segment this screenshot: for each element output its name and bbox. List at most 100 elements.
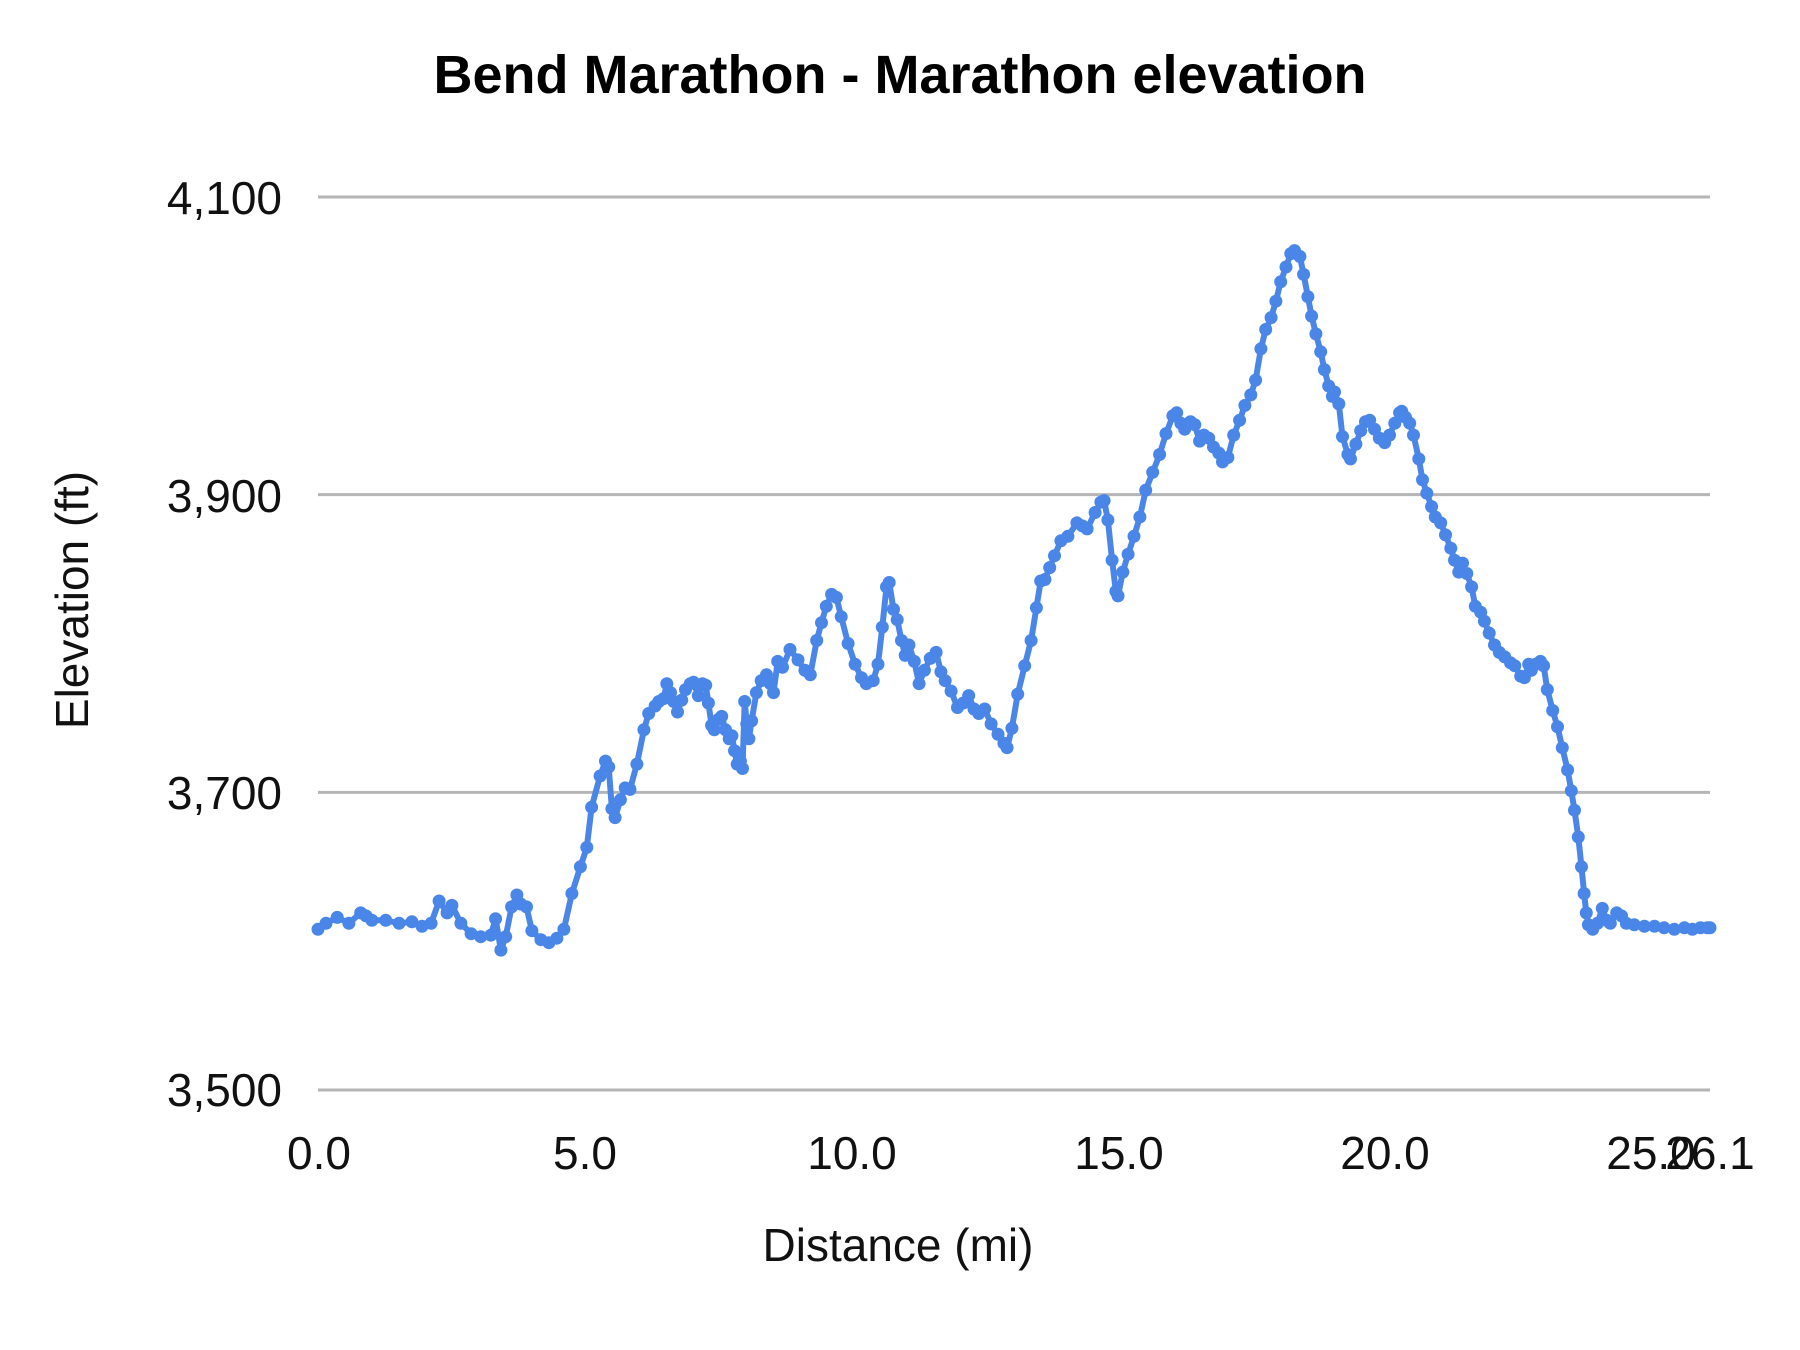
data-point — [1000, 741, 1014, 755]
y-tick-label-3500: 3,500 — [166, 1064, 282, 1116]
data-point — [1579, 906, 1593, 920]
data-point — [1407, 428, 1420, 442]
data-point — [783, 643, 797, 656]
data-point — [1403, 416, 1417, 430]
data-point — [319, 916, 333, 930]
data-point — [749, 686, 763, 700]
data-point — [902, 638, 916, 652]
data-point — [1571, 830, 1585, 844]
data-point — [1127, 529, 1141, 543]
data-point — [580, 840, 594, 854]
data-point — [819, 599, 833, 613]
data-point — [875, 620, 889, 634]
data-point — [520, 900, 533, 914]
data-point — [1540, 683, 1554, 697]
data-point — [1555, 741, 1569, 755]
data-point — [1425, 500, 1439, 514]
data-point — [810, 634, 824, 647]
chart-title: Bend Marathon - Marathon elevation — [433, 45, 1367, 105]
data-point — [907, 654, 921, 668]
data-point — [1048, 549, 1061, 563]
y-tick-label-3700: 3,700 — [166, 767, 282, 819]
x-axis-title: Distance (mi) — [762, 1219, 1034, 1271]
data-point — [432, 894, 446, 908]
data-point — [671, 705, 684, 719]
data-point — [1133, 510, 1147, 524]
data-point — [1264, 311, 1278, 325]
data-point — [675, 693, 689, 707]
data-point — [1221, 451, 1235, 464]
data-point — [848, 657, 862, 671]
data-point — [1561, 763, 1575, 777]
data-point — [1564, 784, 1578, 798]
data-point — [1332, 397, 1346, 411]
data-point — [944, 684, 958, 698]
data-point — [1244, 388, 1258, 402]
data-point — [742, 732, 756, 746]
data-point — [484, 928, 498, 942]
data-point — [392, 916, 406, 930]
y-tick-label-3900: 3,900 — [166, 470, 282, 522]
data-point — [1383, 428, 1396, 442]
data-point — [728, 744, 741, 758]
data-point — [1043, 561, 1057, 575]
data-point — [791, 653, 805, 667]
data-point — [1279, 260, 1293, 274]
data-point — [1627, 918, 1641, 932]
data-point — [608, 811, 622, 825]
data-point — [1188, 418, 1202, 432]
data-point — [1336, 430, 1349, 444]
data-point — [1667, 922, 1681, 936]
data-point — [984, 717, 998, 731]
data-point — [1309, 327, 1323, 341]
data-point — [1080, 522, 1094, 536]
data-point — [474, 930, 488, 944]
data-point — [912, 677, 926, 691]
data-point — [1170, 406, 1184, 420]
data-point — [725, 729, 739, 743]
data-point — [978, 702, 992, 716]
data-point — [1238, 398, 1252, 412]
data-point — [1259, 323, 1273, 336]
data-point — [623, 782, 637, 796]
data-point — [767, 686, 780, 700]
data-point — [1465, 580, 1479, 594]
data-point — [1595, 901, 1609, 915]
data-point — [715, 709, 729, 723]
data-point — [613, 793, 627, 807]
data-point — [1568, 803, 1581, 817]
data-point — [1703, 921, 1717, 935]
data-point — [1420, 486, 1434, 500]
data-point — [1293, 250, 1307, 263]
data-point — [776, 660, 789, 674]
data-point — [938, 674, 952, 688]
data-point — [1456, 556, 1469, 570]
data-point — [1233, 413, 1247, 427]
data-point — [565, 887, 579, 900]
elevation-line — [315, 247, 1713, 954]
data-point — [738, 695, 752, 708]
data-point — [405, 915, 419, 929]
data-point — [445, 898, 459, 912]
data-point — [1029, 601, 1043, 615]
data-point — [1101, 513, 1115, 527]
data-point — [1349, 437, 1363, 451]
data-point — [494, 943, 508, 957]
data-point — [1460, 567, 1474, 580]
data-point — [929, 645, 943, 659]
data-point — [573, 860, 587, 874]
data-point — [1434, 516, 1448, 530]
data-point — [1088, 506, 1102, 519]
data-point — [330, 910, 344, 924]
data-point — [489, 912, 503, 926]
data-point — [917, 663, 931, 677]
data-point — [499, 930, 513, 944]
x-tick-label-15: 15.0 — [1074, 1127, 1164, 1179]
data-point — [365, 913, 379, 927]
x-tick-label-10: 10.0 — [807, 1127, 897, 1179]
data-point — [1011, 687, 1025, 701]
x-tick-label-5: 5.0 — [553, 1127, 617, 1179]
data-point — [1416, 473, 1429, 487]
y-tick-label-4100: 4,100 — [166, 172, 282, 224]
